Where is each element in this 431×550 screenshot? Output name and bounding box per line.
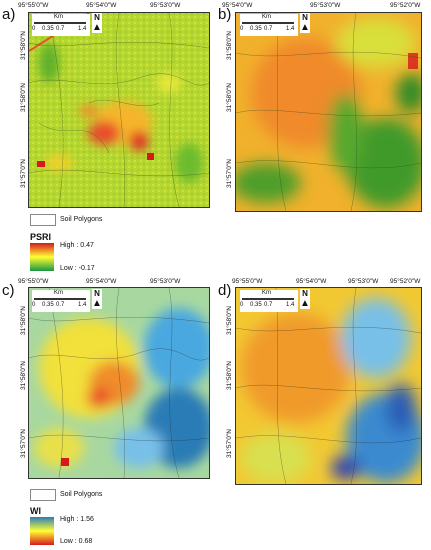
lon-label-d-4: 95°52'0"W [390,278,421,285]
lon-label-c-3: 95°53'0"W [150,278,181,285]
lon-label-a-3: 95°53'0"W [150,2,181,9]
panel-label-b: b) [218,6,232,23]
scalebar-d: Km 0 0.35 0.7 1.4 [240,290,298,312]
scalebar-tick-c-3: 0.7 [56,302,65,308]
legend-wi-title: WI [30,506,41,516]
scalebar-unit-d: Km [262,290,271,296]
scalebar-tick-a-2: 0.35 [42,26,54,32]
scalebar-tick-b-3: 0.7 [264,26,273,32]
north-label-d: N [302,289,308,298]
map-d-wi [235,287,422,485]
north-arrow-d: N ▲ [300,289,310,309]
lat-label-a-2: 31°58'0"N [20,83,27,112]
north-label-b: N [302,13,308,22]
lat-label-d-1: 31°58'0"N [226,306,233,335]
scalebar-tick-a-1: 0 [32,26,36,32]
scalebar-tick-b-1: 0 [240,26,244,32]
scalebar-tick-d-1: 0 [240,302,244,308]
lon-label-c-1: 95°55'0"W [18,278,49,285]
legend-psri-title: PSRI [30,232,52,242]
north-arrow-c: N ▲ [92,289,102,309]
lon-label-d-2: 95°54'0"W [296,278,327,285]
map-a-psri [28,12,210,208]
lat-label-d-3: 31°57'0"N [226,429,233,458]
map-b-psri [235,12,422,212]
lon-label-b-1: 95°54'0"W [222,2,253,9]
scalebar-unit-a: Km [54,14,63,20]
north-arrow-b: N ▲ [300,13,310,33]
scalebar-tick-a-3: 0.7 [56,26,65,32]
map-c-wi [28,287,210,479]
lat-label-a-3: 31°57'0"N [20,159,27,188]
lat-label-c-1: 31°58'0"N [20,306,27,335]
north-arrow-a: N ▲ [92,13,102,33]
legend-wi-low: Low : 0.68 [60,538,93,545]
legend-psri-soil-label: Soil Polygons [60,216,103,223]
lon-label-d-3: 95°53'0"W [348,278,379,285]
legend-wi-ramp [30,517,54,545]
scalebar-a: Km 0 0.35 0.7 1.4 [32,14,90,36]
legend-wi-high: High : 1.56 [60,516,94,523]
north-label-c: N [94,289,100,298]
lat-label-b-3: 31°57'0"N [226,159,233,188]
legend-wi-soil-label: Soil Polygons [60,491,103,498]
scalebar-tick-b-4: 1.4 [286,26,295,32]
scalebar-tick-c-2: 0.35 [42,302,54,308]
lon-label-a-2: 95°54'0"W [86,2,117,9]
scalebar-tick-d-3: 0.7 [264,302,273,308]
scalebar-tick-b-2: 0.35 [250,26,262,32]
lat-label-c-2: 31°58'0"N [20,361,27,390]
lat-label-c-3: 31°57'0"N [20,429,27,458]
north-label-a: N [94,13,100,22]
legend-psri-high: High : 0.47 [60,242,94,249]
panel-label-d: d) [218,282,232,299]
scalebar-b: Km 0 0.35 0.7 1.4 [240,14,298,36]
scalebar-unit-b: Km [262,14,271,20]
lon-label-b-2: 95°53'0"W [310,2,341,9]
lon-label-c-2: 95°54'0"W [86,278,117,285]
lon-label-b-3: 95°52'0"W [390,2,421,9]
lat-label-b-2: 31°58'0"N [226,83,233,112]
lon-label-a-1: 95°55'0"W [18,2,49,9]
scalebar-tick-d-4: 1.4 [286,302,295,308]
scalebar-c: Km 0 0.35 0.7 1.4 [32,290,90,312]
scalebar-unit-c: Km [54,290,63,296]
panel-label-a: a) [2,6,16,23]
lat-label-a-1: 31°58'0"N [20,31,27,60]
legend-psri-ramp [30,243,54,271]
scalebar-tick-c-4: 1.4 [78,302,87,308]
panel-label-c: c) [2,282,15,299]
lon-label-d-1: 95°55'0"W [232,278,263,285]
scalebar-tick-a-4: 1.4 [78,26,87,32]
scalebar-tick-d-2: 0.35 [250,302,262,308]
scalebar-tick-c-1: 0 [32,302,36,308]
lat-label-d-2: 31°58'0"N [226,361,233,390]
lat-label-b-1: 31°58'0"N [226,31,233,60]
legend-psri-soil-swatch [30,214,56,226]
legend-wi-soil-swatch [30,489,56,501]
legend-psri-low: Low : -0.17 [60,265,95,272]
